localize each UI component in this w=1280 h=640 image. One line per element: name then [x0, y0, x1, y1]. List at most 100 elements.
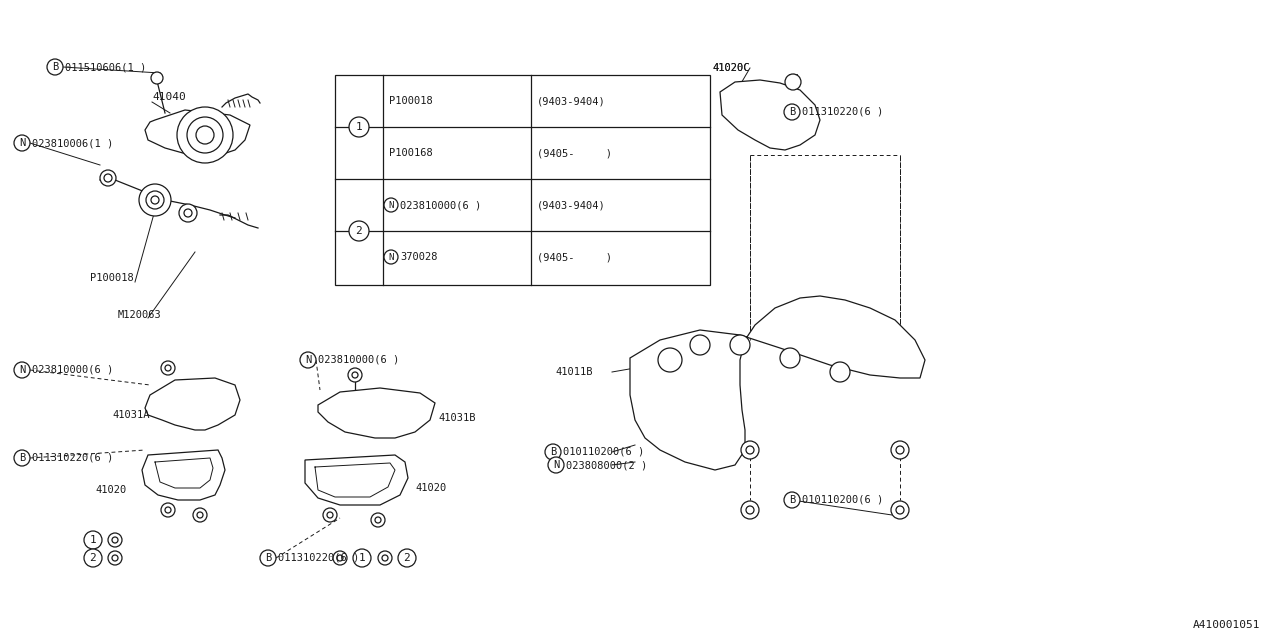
Text: 023808000(2 ): 023808000(2 ) [566, 460, 648, 470]
Text: 370028: 370028 [399, 252, 438, 262]
Text: (9405-     ): (9405- ) [538, 148, 612, 158]
Text: 011310220(6 ): 011310220(6 ) [32, 453, 113, 463]
Text: 41031B: 41031B [438, 413, 475, 423]
Circle shape [352, 372, 358, 378]
Text: 010110200(6 ): 010110200(6 ) [803, 495, 883, 505]
Polygon shape [630, 296, 925, 470]
Text: P100018: P100018 [389, 96, 433, 106]
Circle shape [746, 446, 754, 454]
Text: B: B [788, 495, 795, 505]
Text: 41011B: 41011B [556, 367, 593, 377]
Text: 011310220(6 ): 011310220(6 ) [803, 107, 883, 117]
Circle shape [104, 174, 113, 182]
Circle shape [323, 508, 337, 522]
Circle shape [829, 362, 850, 382]
Circle shape [690, 335, 710, 355]
Polygon shape [145, 110, 250, 155]
Text: (9403-9404): (9403-9404) [538, 200, 605, 210]
Circle shape [349, 117, 369, 137]
Polygon shape [719, 80, 820, 150]
Text: B: B [550, 447, 556, 457]
Text: (9403-9404): (9403-9404) [538, 96, 605, 106]
Circle shape [548, 457, 564, 473]
Text: N: N [19, 365, 26, 375]
Circle shape [187, 117, 223, 153]
Text: 010110200(6 ): 010110200(6 ) [563, 447, 644, 457]
Text: 023810006(1 ): 023810006(1 ) [32, 138, 113, 148]
Circle shape [741, 501, 759, 519]
Circle shape [326, 512, 333, 518]
Text: 011510606(1 ): 011510606(1 ) [65, 62, 146, 72]
Text: N: N [305, 355, 311, 365]
Circle shape [196, 126, 214, 144]
Circle shape [108, 551, 122, 565]
Circle shape [14, 362, 29, 378]
Text: (9405-     ): (9405- ) [538, 252, 612, 262]
Text: B: B [788, 107, 795, 117]
Circle shape [741, 441, 759, 459]
Polygon shape [317, 388, 435, 438]
Circle shape [14, 450, 29, 466]
Circle shape [161, 361, 175, 375]
Text: 41020C: 41020C [712, 63, 750, 73]
Text: 023810000(6 ): 023810000(6 ) [32, 365, 113, 375]
Circle shape [146, 191, 164, 209]
Circle shape [300, 352, 316, 368]
Circle shape [113, 555, 118, 561]
Circle shape [140, 184, 172, 216]
Circle shape [179, 204, 197, 222]
Circle shape [100, 170, 116, 186]
Circle shape [783, 104, 800, 120]
Text: B: B [265, 553, 271, 563]
Circle shape [151, 196, 159, 204]
Circle shape [746, 506, 754, 514]
Text: N: N [388, 253, 394, 262]
Circle shape [184, 209, 192, 217]
Circle shape [381, 555, 388, 561]
Polygon shape [142, 450, 225, 500]
Circle shape [333, 551, 347, 565]
Circle shape [780, 348, 800, 368]
Text: 41031A: 41031A [113, 410, 150, 420]
Text: 1: 1 [356, 122, 362, 132]
Circle shape [47, 59, 63, 75]
Text: 41020C: 41020C [712, 63, 750, 73]
Text: N: N [553, 460, 559, 470]
Circle shape [113, 537, 118, 543]
Text: B: B [52, 62, 58, 72]
Circle shape [545, 444, 561, 460]
Text: 023810000(6 ): 023810000(6 ) [399, 200, 481, 210]
Text: A410001051: A410001051 [1193, 620, 1260, 630]
Text: 41040: 41040 [152, 92, 186, 102]
Circle shape [378, 551, 392, 565]
Text: P100168: P100168 [389, 148, 433, 158]
Text: 2: 2 [356, 226, 362, 236]
Circle shape [384, 198, 398, 212]
Text: 41020: 41020 [415, 483, 447, 493]
Circle shape [260, 550, 276, 566]
Circle shape [197, 512, 204, 518]
Circle shape [730, 335, 750, 355]
Polygon shape [305, 455, 408, 505]
Text: 1: 1 [358, 553, 365, 563]
Circle shape [891, 441, 909, 459]
Circle shape [151, 72, 163, 84]
Circle shape [165, 365, 172, 371]
Circle shape [353, 549, 371, 567]
Circle shape [84, 531, 102, 549]
Circle shape [165, 507, 172, 513]
Text: 1: 1 [90, 535, 96, 545]
Text: 2: 2 [90, 553, 96, 563]
Circle shape [108, 533, 122, 547]
Circle shape [14, 135, 29, 151]
Circle shape [348, 368, 362, 382]
Circle shape [349, 221, 369, 241]
Circle shape [783, 492, 800, 508]
Circle shape [896, 446, 904, 454]
Circle shape [337, 555, 343, 561]
Text: 023810000(6 ): 023810000(6 ) [317, 355, 399, 365]
Text: M120063: M120063 [118, 310, 161, 320]
Text: 41020: 41020 [95, 485, 127, 495]
Text: 011310220(6 ): 011310220(6 ) [278, 553, 360, 563]
Circle shape [891, 501, 909, 519]
